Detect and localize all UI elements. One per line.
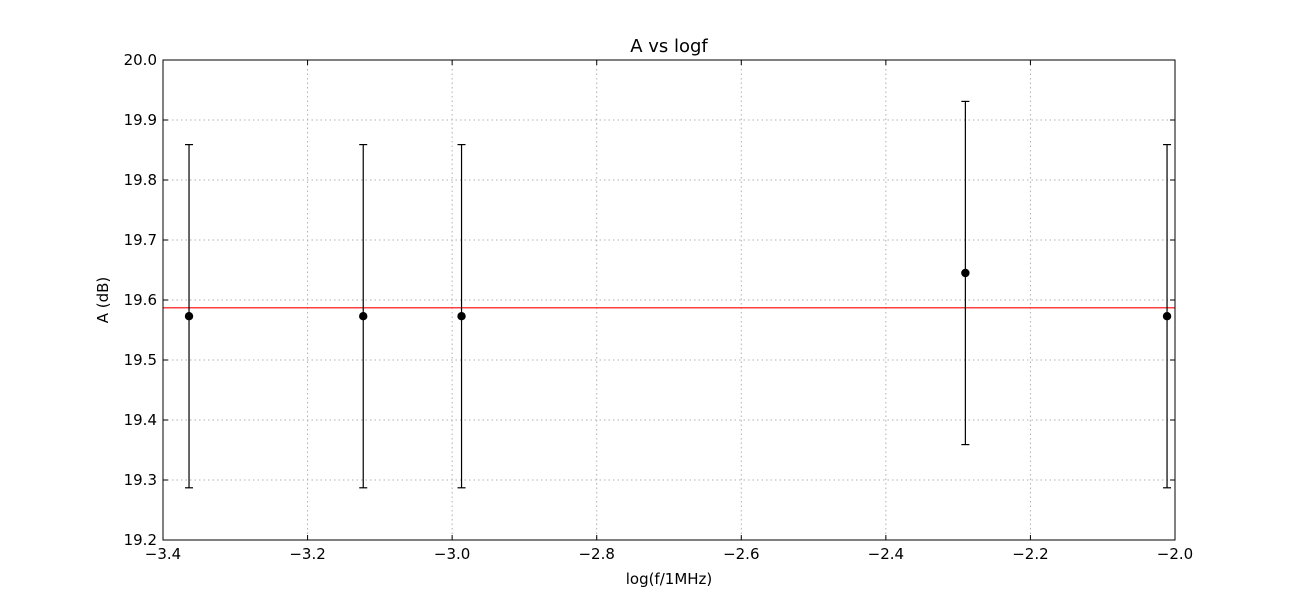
y-tick-label: 19.4 (124, 411, 157, 429)
data-layer (184, 100, 1172, 489)
y-tick-label: 19.6 (124, 291, 157, 309)
y-tick-label: 19.5 (124, 351, 157, 369)
x-tick-label: −2.6 (723, 545, 759, 563)
y-tick-label: 20.0 (124, 51, 157, 69)
data-point (961, 268, 970, 278)
y-tick-label: 19.8 (124, 171, 157, 189)
x-tick-label: −2.2 (1012, 545, 1048, 563)
x-tick-label: −2.8 (578, 545, 614, 563)
data-point (184, 312, 194, 321)
ticks-layer (162, 59, 1176, 541)
x-tick-label: −2.0 (1157, 545, 1193, 563)
x-tick-label: −2.4 (868, 545, 904, 563)
data-point (457, 312, 466, 321)
grid-layer (162, 59, 1176, 541)
y-tick-label: 19.9 (124, 111, 157, 129)
y-tick-label: 19.2 (124, 531, 157, 549)
x-tick-label: −3.0 (434, 545, 470, 563)
data-point (1162, 312, 1172, 321)
x-axis-label: log(f/1MHz) (626, 570, 713, 588)
y-tick-label: 19.7 (124, 231, 157, 249)
y-axis-label: A (dB) (94, 277, 112, 324)
x-tick-label: −3.4 (145, 545, 181, 563)
chart-title: A vs logf (630, 36, 708, 57)
labels-layer: −3.4 −3.2 −3.0 −2.8 −2.6 −2.4 −2.2 −2.0 19.2 19.3… (124, 51, 1194, 563)
x-tick-label: −3.2 (289, 545, 325, 563)
y-tick-label: 19.3 (124, 471, 157, 489)
data-point (359, 312, 368, 321)
